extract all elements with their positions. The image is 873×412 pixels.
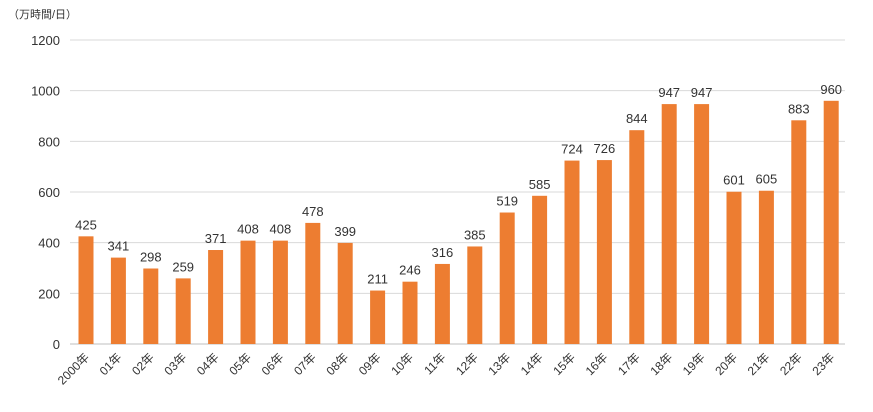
x-tick-label: 03年 xyxy=(161,350,189,378)
y-tick-label: 0 xyxy=(53,337,60,352)
x-tick-label: 11年 xyxy=(421,350,448,377)
bar xyxy=(532,195,548,344)
data-label: 844 xyxy=(626,111,648,126)
y-tick-label: 800 xyxy=(38,134,60,149)
x-tick-label: 20年 xyxy=(712,350,740,378)
x-tick-label: 08年 xyxy=(323,350,351,378)
x-tick-label: 06年 xyxy=(259,350,287,378)
data-label: 425 xyxy=(75,217,97,232)
data-label: 298 xyxy=(140,250,162,265)
x-tick-label: 13年 xyxy=(485,350,513,378)
x-tick-label: 16年 xyxy=(583,350,611,378)
data-label: 371 xyxy=(205,231,227,246)
bar xyxy=(78,236,94,344)
bar xyxy=(402,281,418,344)
bar xyxy=(596,160,612,344)
bar xyxy=(499,212,515,344)
x-tick-label: 19年 xyxy=(680,350,708,378)
bar xyxy=(370,290,386,344)
data-label: 341 xyxy=(108,239,130,254)
x-tick-label: 22年 xyxy=(777,350,805,378)
bar xyxy=(337,242,353,344)
data-label: 316 xyxy=(432,245,454,260)
data-label: 408 xyxy=(237,222,259,237)
data-label: 726 xyxy=(594,141,616,156)
x-tick-label: 05年 xyxy=(226,350,254,378)
bar xyxy=(305,222,321,344)
unit-label: （万時間/日） xyxy=(8,9,78,21)
x-tick-label: 2000年 xyxy=(55,350,92,387)
x-tick-label: 10年 xyxy=(388,350,416,378)
data-label: 259 xyxy=(172,259,194,274)
data-label: 478 xyxy=(302,204,324,219)
bar xyxy=(272,240,288,344)
x-tick-label: 04年 xyxy=(194,350,222,378)
bar xyxy=(758,190,774,344)
bar xyxy=(208,250,224,344)
bar xyxy=(143,268,159,344)
bar xyxy=(564,160,580,344)
x-tick-label: 01年 xyxy=(97,350,125,378)
grid-layer xyxy=(70,39,845,345)
bar xyxy=(791,120,807,344)
bar xyxy=(110,257,126,344)
bar xyxy=(467,246,483,344)
x-tick-label: 15年 xyxy=(550,350,578,378)
y-tick-label: 1200 xyxy=(31,33,60,48)
data-label: 947 xyxy=(658,85,680,100)
data-label: 211 xyxy=(367,272,388,287)
y-tick-label: 1000 xyxy=(31,84,60,99)
data-label: 519 xyxy=(496,194,518,209)
bar xyxy=(175,278,191,344)
x-tick-label: 02年 xyxy=(129,350,157,378)
bar xyxy=(694,104,710,345)
x-tick-label: 07年 xyxy=(291,350,319,378)
data-label: 408 xyxy=(270,222,292,237)
data-label: 883 xyxy=(788,101,810,116)
x-tick-label: 14年 xyxy=(518,350,546,378)
bar xyxy=(240,240,256,344)
data-label: 385 xyxy=(464,227,486,242)
data-label: 246 xyxy=(399,263,421,278)
data-label: 947 xyxy=(691,85,713,100)
bar xyxy=(629,130,645,344)
data-label: 724 xyxy=(561,142,583,157)
x-tick-label: 12年 xyxy=(453,350,481,378)
y-tick-label: 400 xyxy=(38,236,60,251)
data-labels: 425 341 298 259 371 408 408 478 399 211 246 316 385 5… xyxy=(75,82,842,287)
bar xyxy=(434,263,450,344)
y-axis-ticks: 0 200 400 600 800 1000 1200 xyxy=(31,33,60,352)
data-label: 605 xyxy=(756,172,778,187)
y-tick-label: 600 xyxy=(38,185,60,200)
x-tick-label: 17年 xyxy=(615,350,643,378)
data-label: 585 xyxy=(529,177,551,192)
y-tick-label: 200 xyxy=(38,286,60,301)
data-label: 601 xyxy=(723,173,745,188)
data-label: 399 xyxy=(334,224,356,239)
x-tick-label: 21年 xyxy=(745,350,773,378)
x-tick-label: 18年 xyxy=(647,350,675,378)
bars xyxy=(78,100,839,345)
x-axis-ticks: 2000年 01年 02年 03年 04年 05年 06年 07年 08年 09年 10年 11年 12… xyxy=(55,350,837,387)
data-label: 960 xyxy=(820,82,842,97)
bar xyxy=(726,191,742,344)
bar xyxy=(661,104,677,345)
bar xyxy=(823,100,839,344)
x-tick-label: 23年 xyxy=(809,350,837,378)
x-tick-label: 09年 xyxy=(356,350,384,378)
